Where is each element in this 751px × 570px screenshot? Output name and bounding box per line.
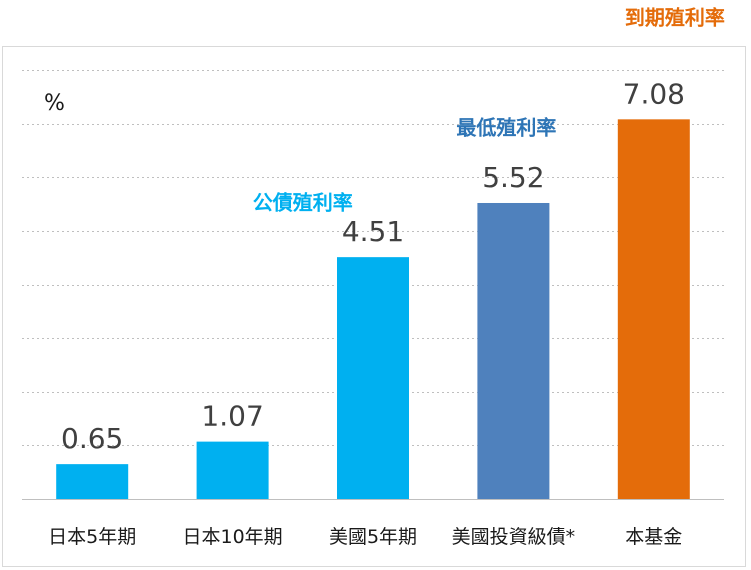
data-label: 1.07 [201, 400, 263, 433]
data-labels: 0.65 1.07 4.51 5.52 7.08 [61, 77, 685, 455]
annotation-label: 公債殖利率 [253, 190, 353, 214]
bar [196, 441, 269, 499]
category-label: 日本10年期 [183, 526, 283, 548]
data-label: 5.52 [482, 161, 544, 194]
bar [56, 464, 129, 499]
unit-label: % [44, 91, 65, 116]
category-label: 本基金 [625, 526, 682, 548]
gridlines [22, 70, 724, 500]
bar [337, 257, 409, 499]
category-label: 美國5年期 [329, 526, 417, 548]
category-labels: 日本5年期 日本10年期 美國5年期 美國投資級債* 本基金 [48, 526, 682, 548]
annotations: 公債殖利率 最低殖利率 到期殖利率 [253, 5, 725, 214]
category-label: 日本5年期 [48, 526, 136, 548]
data-label: 7.08 [623, 77, 685, 110]
category-label: 美國投資級債* [452, 526, 576, 548]
annotation-label: 到期殖利率 [625, 5, 725, 29]
bar [617, 119, 690, 500]
data-label: 4.51 [342, 215, 404, 248]
bar [477, 202, 550, 500]
bars [56, 119, 690, 500]
data-label: 0.65 [61, 422, 123, 455]
annotation-label: 最低殖利率 [456, 115, 556, 139]
chart-frame [2, 46, 746, 567]
